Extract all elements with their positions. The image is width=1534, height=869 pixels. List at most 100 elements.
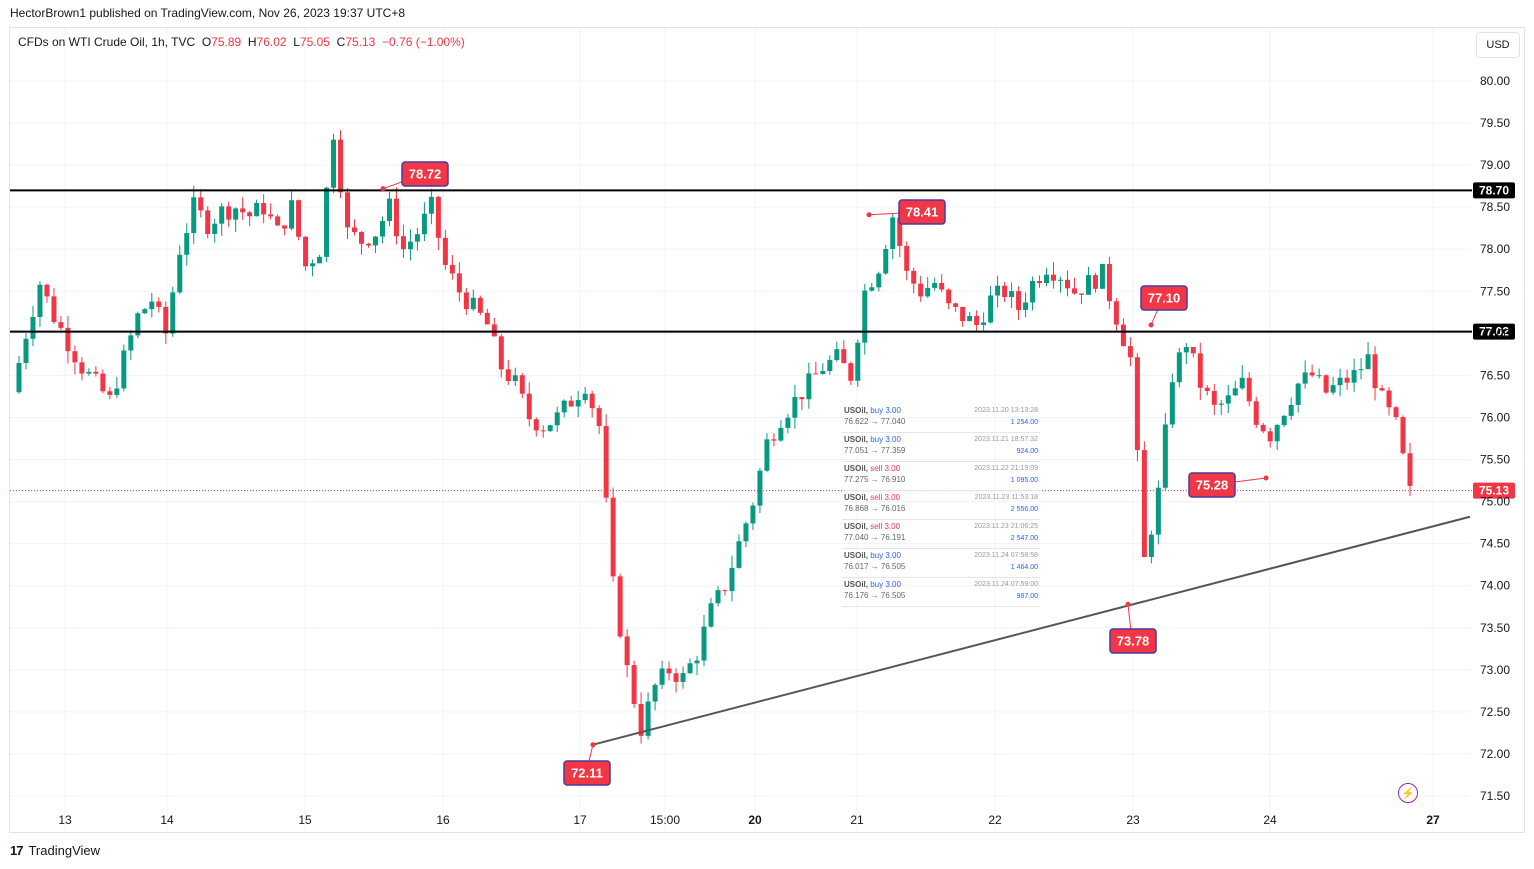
candle-down	[240, 208, 246, 213]
trade-amount: 1 254.00	[1010, 419, 1038, 426]
candle-down	[498, 336, 504, 370]
candle-down	[722, 590, 728, 592]
candle-up	[177, 254, 183, 293]
candle-up	[470, 297, 476, 310]
y-tick-label: 78.00	[1480, 242, 1510, 256]
candle-up	[659, 668, 665, 685]
candle-up	[687, 663, 693, 674]
y-tick-label: 77.00	[1480, 326, 1510, 340]
candle-up	[890, 217, 896, 249]
candle-up	[86, 371, 92, 374]
candle-up	[1218, 403, 1224, 405]
candle-down	[72, 351, 78, 363]
candles	[16, 130, 1413, 744]
candle-down	[1127, 346, 1133, 358]
x-tick-label: 27	[1426, 813, 1440, 827]
x-tick-label: 15:00	[650, 813, 680, 827]
trade-side: sell 3.00	[870, 522, 901, 531]
annotation-label: 75.28	[1196, 478, 1229, 493]
candle-down	[918, 283, 924, 297]
lightning-icon[interactable]: ⚡	[1398, 783, 1418, 803]
candle-down	[1246, 377, 1252, 402]
candle-down	[1407, 453, 1413, 486]
candle-up	[121, 350, 127, 389]
low-value: 75.05	[299, 35, 330, 49]
candle-down	[449, 264, 455, 274]
x-tick-label: 23	[1126, 813, 1140, 827]
candle-down	[533, 419, 539, 431]
trade-row: USOil, sell 3.00 76.868 → 76.016 2023.11.2…	[842, 491, 1040, 520]
trade-time: 2023.11.24 07:58:58	[974, 552, 1038, 559]
price-axis: 80.00 79.50 79.00 78.50 78.00 77.50 77.00 76.50…	[1480, 74, 1510, 803]
y-tick-label: 75.00	[1480, 495, 1510, 509]
candle-down	[1372, 354, 1378, 389]
candle-down	[1204, 387, 1210, 391]
candle-up	[750, 505, 756, 524]
chart-frame	[9, 27, 1525, 833]
y-tick-label: 74.50	[1480, 537, 1510, 551]
candle-down	[1344, 377, 1350, 383]
trade-amount: 987.00	[1016, 593, 1038, 600]
tradingview-logo-icon: 17	[10, 843, 24, 858]
candle-up	[806, 373, 812, 400]
candle-up	[372, 236, 378, 246]
annotation-label: 78.72	[409, 167, 442, 182]
annotation-box	[401, 161, 449, 187]
candle-up	[1337, 377, 1343, 386]
candle-up	[149, 301, 155, 310]
candle-down	[946, 289, 952, 304]
candle-up	[995, 285, 1001, 296]
candle-up	[331, 139, 337, 188]
candle-up	[421, 213, 427, 235]
candle-up	[1183, 347, 1189, 353]
brand-name: TradingView	[28, 843, 101, 858]
candle-down	[568, 400, 574, 407]
price-annotations: 78.72 78.41 77.10 75.28 73.78 72.11	[380, 161, 1269, 786]
candle-down	[156, 301, 162, 307]
trade-side: sell 3.00	[870, 464, 901, 473]
annotation-point	[380, 186, 386, 192]
candle-down	[1190, 347, 1196, 354]
y-tick-label: 76.00	[1480, 410, 1510, 424]
candle-up	[1239, 377, 1245, 389]
y-tick-label: 73.50	[1480, 621, 1510, 635]
candle-up	[1225, 395, 1231, 404]
candle-up	[827, 360, 833, 371]
currency-button[interactable]: USD	[1476, 32, 1520, 58]
y-tick-label: 76.50	[1480, 368, 1510, 382]
candle-down	[491, 324, 497, 337]
candle-down	[393, 198, 399, 237]
trade-time: 2023.11.20 13:13:28	[974, 407, 1038, 414]
trade-side: buy 3.00	[870, 406, 901, 415]
candle-down	[100, 373, 106, 392]
candle-down	[848, 363, 854, 381]
candle-up	[23, 338, 29, 363]
candle-up	[407, 241, 413, 250]
candle-down	[275, 216, 281, 226]
candle-up	[869, 287, 875, 291]
candle-up	[324, 187, 330, 257]
candle-up	[554, 412, 560, 426]
candle-down	[603, 426, 609, 498]
candle-up	[1169, 382, 1175, 425]
trade-symbol: USOil, buy 3.00	[844, 551, 901, 560]
last-price-label: 75.13	[1479, 484, 1509, 498]
candle-down	[519, 375, 525, 394]
candle-down	[799, 397, 805, 400]
candle-up	[708, 603, 714, 627]
y-tick-label: 74.00	[1480, 579, 1510, 593]
trade-prices: 77.275 → 76.910	[844, 475, 906, 484]
candle-up	[792, 397, 798, 418]
trade-time: 2023.11.23 21:06:25	[974, 523, 1038, 530]
trade-amount: 924.00	[1016, 448, 1038, 455]
trade-amount: 1 464.00	[1010, 564, 1038, 571]
candle-down	[1197, 353, 1203, 388]
candle-up	[575, 400, 581, 407]
candle-up	[694, 660, 700, 664]
candle-up	[883, 248, 889, 274]
candle-down	[303, 236, 309, 267]
low-label: L	[293, 35, 300, 49]
candle-down	[596, 408, 602, 427]
level-price-label: 77.02	[1479, 325, 1509, 339]
